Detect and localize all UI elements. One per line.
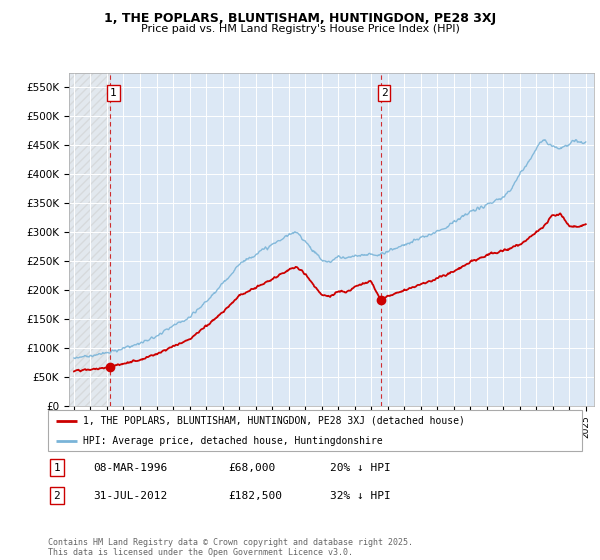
Text: 1: 1 bbox=[53, 463, 61, 473]
Text: Price paid vs. HM Land Registry's House Price Index (HPI): Price paid vs. HM Land Registry's House … bbox=[140, 24, 460, 34]
Text: 08-MAR-1996: 08-MAR-1996 bbox=[93, 463, 167, 473]
Bar bbox=[69, 73, 110, 406]
Text: 2: 2 bbox=[53, 491, 61, 501]
Text: HPI: Average price, detached house, Huntingdonshire: HPI: Average price, detached house, Hunt… bbox=[83, 436, 382, 446]
Text: 1: 1 bbox=[110, 88, 117, 98]
Text: 2: 2 bbox=[380, 88, 388, 98]
Text: 20% ↓ HPI: 20% ↓ HPI bbox=[330, 463, 391, 473]
Text: 1, THE POPLARS, BLUNTISHAM, HUNTINGDON, PE28 3XJ: 1, THE POPLARS, BLUNTISHAM, HUNTINGDON, … bbox=[104, 12, 496, 25]
Text: £68,000: £68,000 bbox=[228, 463, 275, 473]
Text: 31-JUL-2012: 31-JUL-2012 bbox=[93, 491, 167, 501]
Text: Contains HM Land Registry data © Crown copyright and database right 2025.
This d: Contains HM Land Registry data © Crown c… bbox=[48, 538, 413, 557]
Text: £182,500: £182,500 bbox=[228, 491, 282, 501]
Text: 32% ↓ HPI: 32% ↓ HPI bbox=[330, 491, 391, 501]
Text: 1, THE POPLARS, BLUNTISHAM, HUNTINGDON, PE28 3XJ (detached house): 1, THE POPLARS, BLUNTISHAM, HUNTINGDON, … bbox=[83, 416, 464, 426]
